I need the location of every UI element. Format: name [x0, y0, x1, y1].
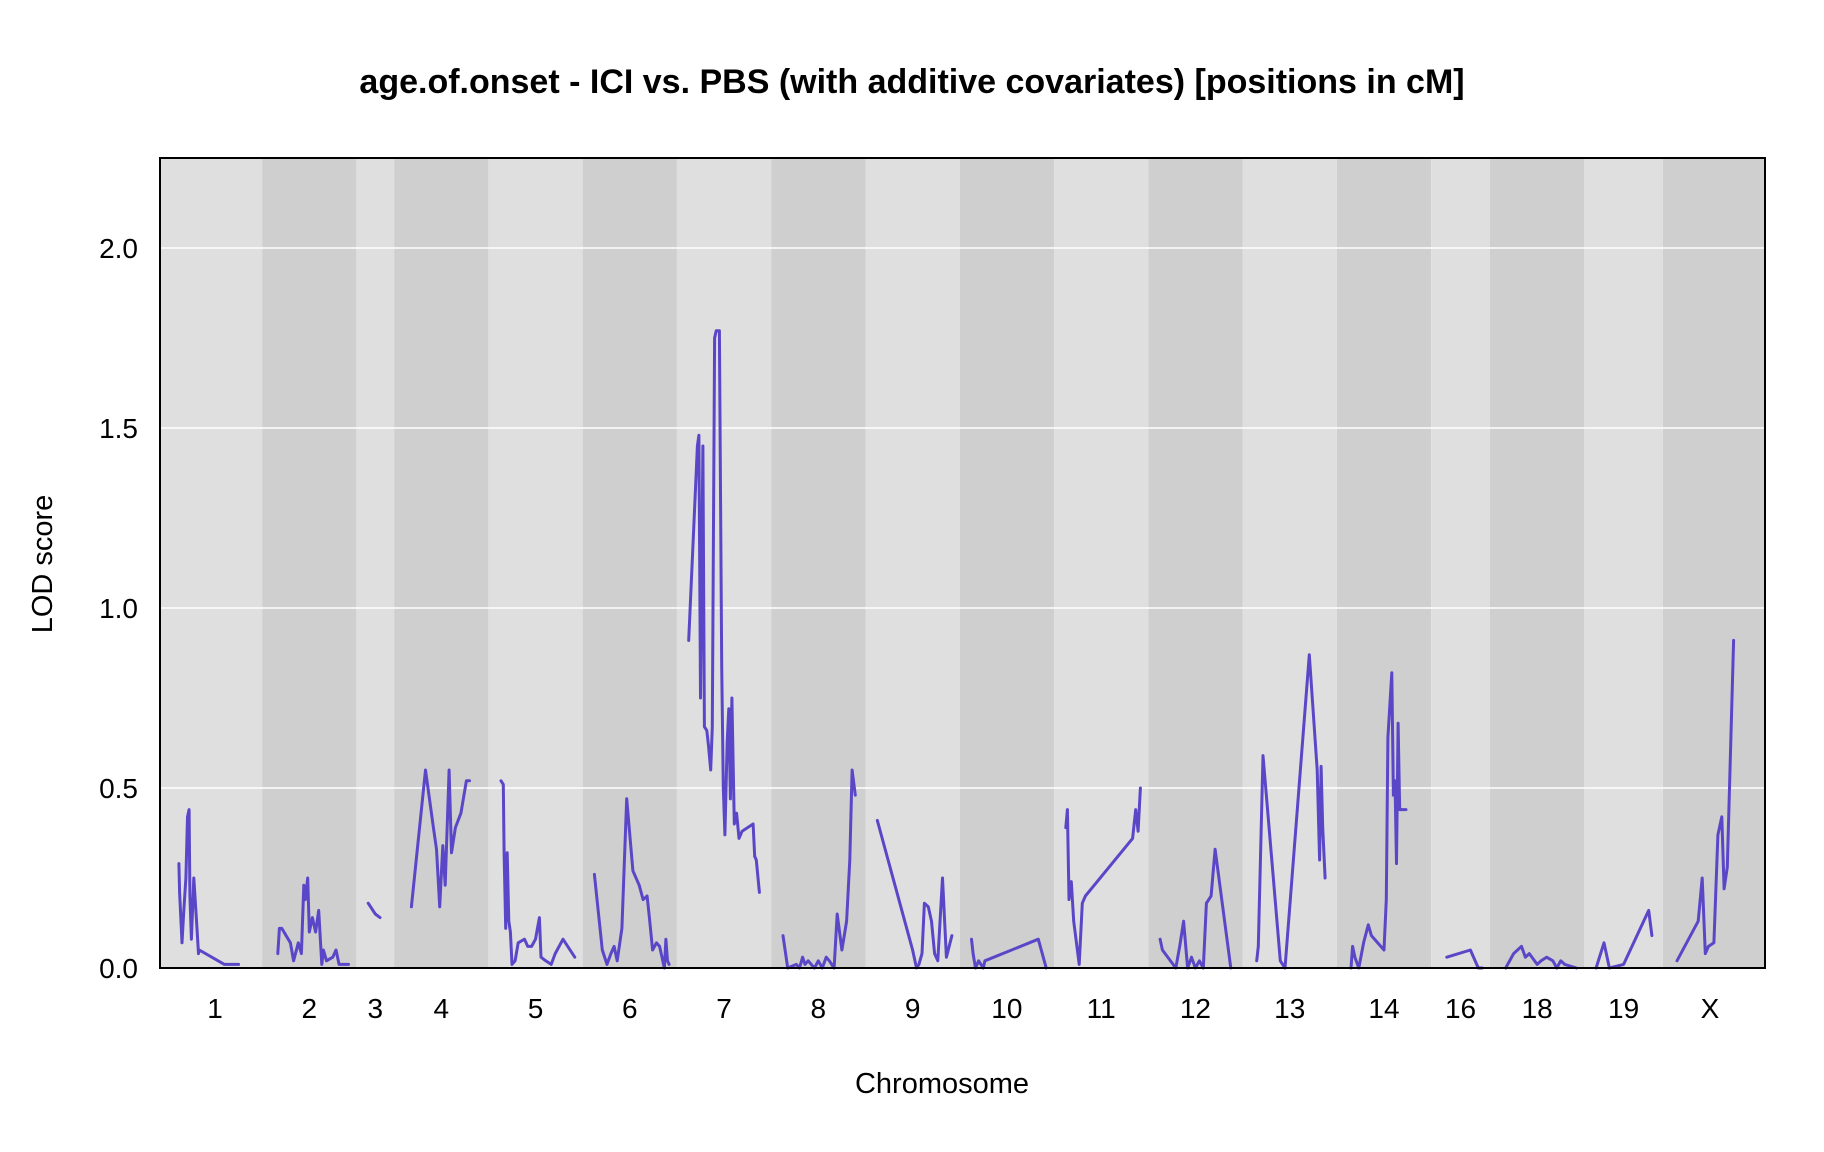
chromosome-band-9	[865, 158, 960, 968]
chart-title: age.of.onset - ICI vs. PBS (with additiv…	[359, 63, 1464, 101]
lod-line-chr-12	[1158, 847, 1233, 970]
x-tick-label-chr-19: 19	[1608, 993, 1639, 1024]
y-tick-label: 2.0	[99, 233, 138, 264]
lod-line-chr-11	[1064, 786, 1142, 966]
lod-line-chr-3	[366, 901, 382, 920]
chromosome-band-19	[1584, 158, 1663, 968]
x-tick-label-chr-8: 8	[811, 993, 827, 1024]
y-axis-label: LOD score	[27, 495, 59, 634]
chromosome-band-3	[356, 158, 395, 968]
x-tick-label-chr-7: 7	[716, 993, 732, 1024]
x-tick-label-chr-18: 18	[1522, 993, 1553, 1024]
x-tick-label-chr-3: 3	[367, 993, 383, 1024]
lod-line-chr-6	[592, 797, 671, 970]
lod-line-chr-13	[1255, 653, 1327, 970]
y-tick-label: 0.0	[99, 953, 138, 984]
chromosome-band-18	[1490, 158, 1585, 968]
chromosome-band-14	[1336, 158, 1432, 968]
x-tick-label-chr-9: 9	[905, 993, 921, 1024]
x-tick-label-chr-X: X	[1701, 993, 1720, 1024]
lod-line-chr-4	[409, 768, 471, 909]
lod-line-chr-18	[1504, 944, 1578, 970]
x-tick-label-chr-14: 14	[1368, 993, 1399, 1024]
x-tick-label-chr-11: 11	[1087, 993, 1116, 1024]
x-axis-ticks: 1 2 3 4 5 6 7 8 9 10 11 12 13 14 16 18 19 X	[207, 993, 1719, 1024]
x-tick-label-chr-12: 12	[1180, 993, 1211, 1024]
chromosome-band-X	[1662, 158, 1765, 968]
gridlines	[160, 247, 1765, 789]
x-tick-label-chr-5: 5	[528, 993, 544, 1024]
lod-line-chr-X	[1675, 638, 1736, 963]
lod-line-chr-2	[276, 876, 350, 966]
chromosome-band-5	[488, 158, 583, 968]
lod-line-chr-19	[1594, 908, 1654, 970]
lod-line-chr-5	[499, 779, 577, 966]
y-axis-ticks: 0.0 0.5 1.0 1.5 2.0	[99, 233, 138, 984]
y-tick-label: 0.5	[99, 773, 138, 804]
chromosome-band-10	[959, 158, 1055, 968]
lod-line-chr-7	[687, 329, 761, 894]
chromosome-bands	[160, 158, 1765, 968]
chromosome-band-16	[1431, 158, 1491, 968]
x-tick-label-chr-16: 16	[1445, 993, 1476, 1024]
x-axis-label: Chromosome	[855, 1068, 1029, 1100]
plot-frame	[159, 157, 1766, 969]
y-tick-label: 1.5	[99, 413, 138, 444]
chromosome-band-12	[1148, 158, 1243, 968]
chromosome-band-1	[160, 158, 263, 968]
y-tick-label: 1.0	[99, 593, 138, 624]
x-tick-label-chr-1: 1	[207, 993, 223, 1024]
x-tick-label-chr-13: 13	[1274, 993, 1305, 1024]
chromosome-band-4	[394, 158, 489, 968]
lod-line-chr-10	[970, 937, 1048, 970]
lod-line-chr-14	[1349, 671, 1408, 970]
chromosome-band-2	[262, 158, 357, 968]
lod-line-chr-1	[177, 808, 241, 966]
x-tick-label-chr-4: 4	[433, 993, 449, 1024]
x-tick-label-chr-6: 6	[622, 993, 638, 1024]
x-tick-label-chr-2: 2	[301, 993, 317, 1024]
x-tick-label-chr-10: 10	[991, 993, 1022, 1024]
